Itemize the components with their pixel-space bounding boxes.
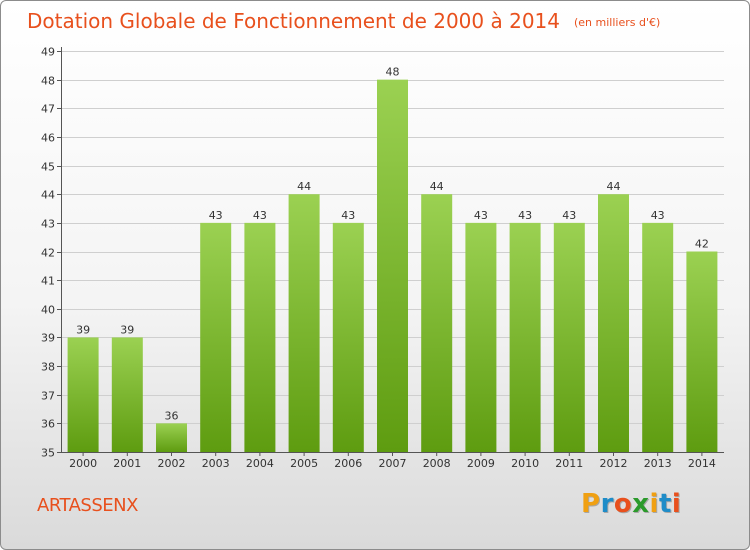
bar-value-label: 43 xyxy=(562,209,576,222)
y-tick-label: 36 xyxy=(41,418,55,431)
bar xyxy=(200,222,232,452)
x-tick-label: 2013 xyxy=(644,457,672,470)
bar xyxy=(465,222,497,452)
chart-title: Dotation Globale de Fonctionnement de 20… xyxy=(27,9,660,33)
logo-letter: i xyxy=(649,489,659,519)
logo-letter: o xyxy=(613,489,633,519)
commune-name: ARTASSENX xyxy=(37,495,138,516)
bar-value-label: 48 xyxy=(386,66,400,79)
y-tick-label: 38 xyxy=(41,361,55,374)
logo-letter: i xyxy=(671,489,682,519)
x-tick-label: 2001 xyxy=(113,457,141,470)
x-tick-label: 2004 xyxy=(246,457,274,470)
bar-value-label: 43 xyxy=(518,209,532,222)
y-tick-label: 48 xyxy=(41,75,55,88)
bar xyxy=(244,222,276,452)
bar-value-label: 43 xyxy=(341,209,355,222)
y-tick-label: 40 xyxy=(41,304,55,317)
y-tick-label: 42 xyxy=(41,247,55,260)
y-tick-label: 49 xyxy=(41,46,55,59)
bar xyxy=(642,222,674,452)
x-tick-label: 2003 xyxy=(202,457,230,470)
x-tick-label: 2011 xyxy=(555,457,583,470)
x-tick-label: 2005 xyxy=(290,457,318,470)
bar xyxy=(509,222,541,452)
bar-value-label: 42 xyxy=(695,238,709,251)
y-tick-label: 46 xyxy=(41,132,55,145)
proxiti-logo: Proxiti xyxy=(581,489,681,519)
logo-letter: r xyxy=(600,489,614,519)
bar xyxy=(111,337,143,452)
y-tick-label: 44 xyxy=(41,189,55,202)
bar xyxy=(156,423,187,452)
x-tick-label: 2007 xyxy=(379,457,407,470)
title-text: Dotation Globale de Fonctionnement de 20… xyxy=(27,9,560,33)
bar-value-label: 39 xyxy=(120,323,134,336)
bar xyxy=(421,194,453,452)
y-tick-label: 41 xyxy=(41,275,55,288)
x-tick-label: 2008 xyxy=(423,457,451,470)
x-tick-label: 2006 xyxy=(334,457,362,470)
bar-value-label: 39 xyxy=(76,323,90,336)
bar xyxy=(377,79,408,453)
x-tick-label: 2012 xyxy=(600,457,628,470)
logo-letter: t xyxy=(658,489,672,519)
x-tick-label: 2014 xyxy=(688,457,716,470)
bar xyxy=(67,337,99,452)
y-tick-label: 47 xyxy=(41,103,55,116)
x-tick-label: 2009 xyxy=(467,457,495,470)
bar-value-label: 43 xyxy=(474,209,488,222)
bar-value-label: 43 xyxy=(651,209,665,222)
bar-value-label: 44 xyxy=(297,180,311,193)
bar-value-label: 43 xyxy=(253,209,267,222)
bar xyxy=(598,194,629,452)
bar xyxy=(553,222,585,452)
y-tick-label: 39 xyxy=(41,332,55,345)
bar-value-label: 43 xyxy=(209,209,223,222)
bar-value-label: 44 xyxy=(430,180,444,193)
y-tick-label: 43 xyxy=(41,218,55,231)
bar-value-label: 36 xyxy=(165,409,179,422)
bar xyxy=(686,251,718,452)
y-tick-label: 37 xyxy=(41,390,55,403)
bar xyxy=(332,222,364,452)
bar-value-label: 44 xyxy=(607,180,621,193)
x-tick-label: 2010 xyxy=(511,457,539,470)
unit-label: (en milliers d'€) xyxy=(574,16,661,29)
x-tick-label: 2002 xyxy=(158,457,186,470)
logo-letter: x xyxy=(632,489,650,519)
x-tick-label: 2000 xyxy=(69,457,97,470)
y-tick-label: 35 xyxy=(41,447,55,460)
y-tick-label: 45 xyxy=(41,161,55,174)
bar xyxy=(288,194,320,452)
logo-letter: P xyxy=(581,489,601,519)
